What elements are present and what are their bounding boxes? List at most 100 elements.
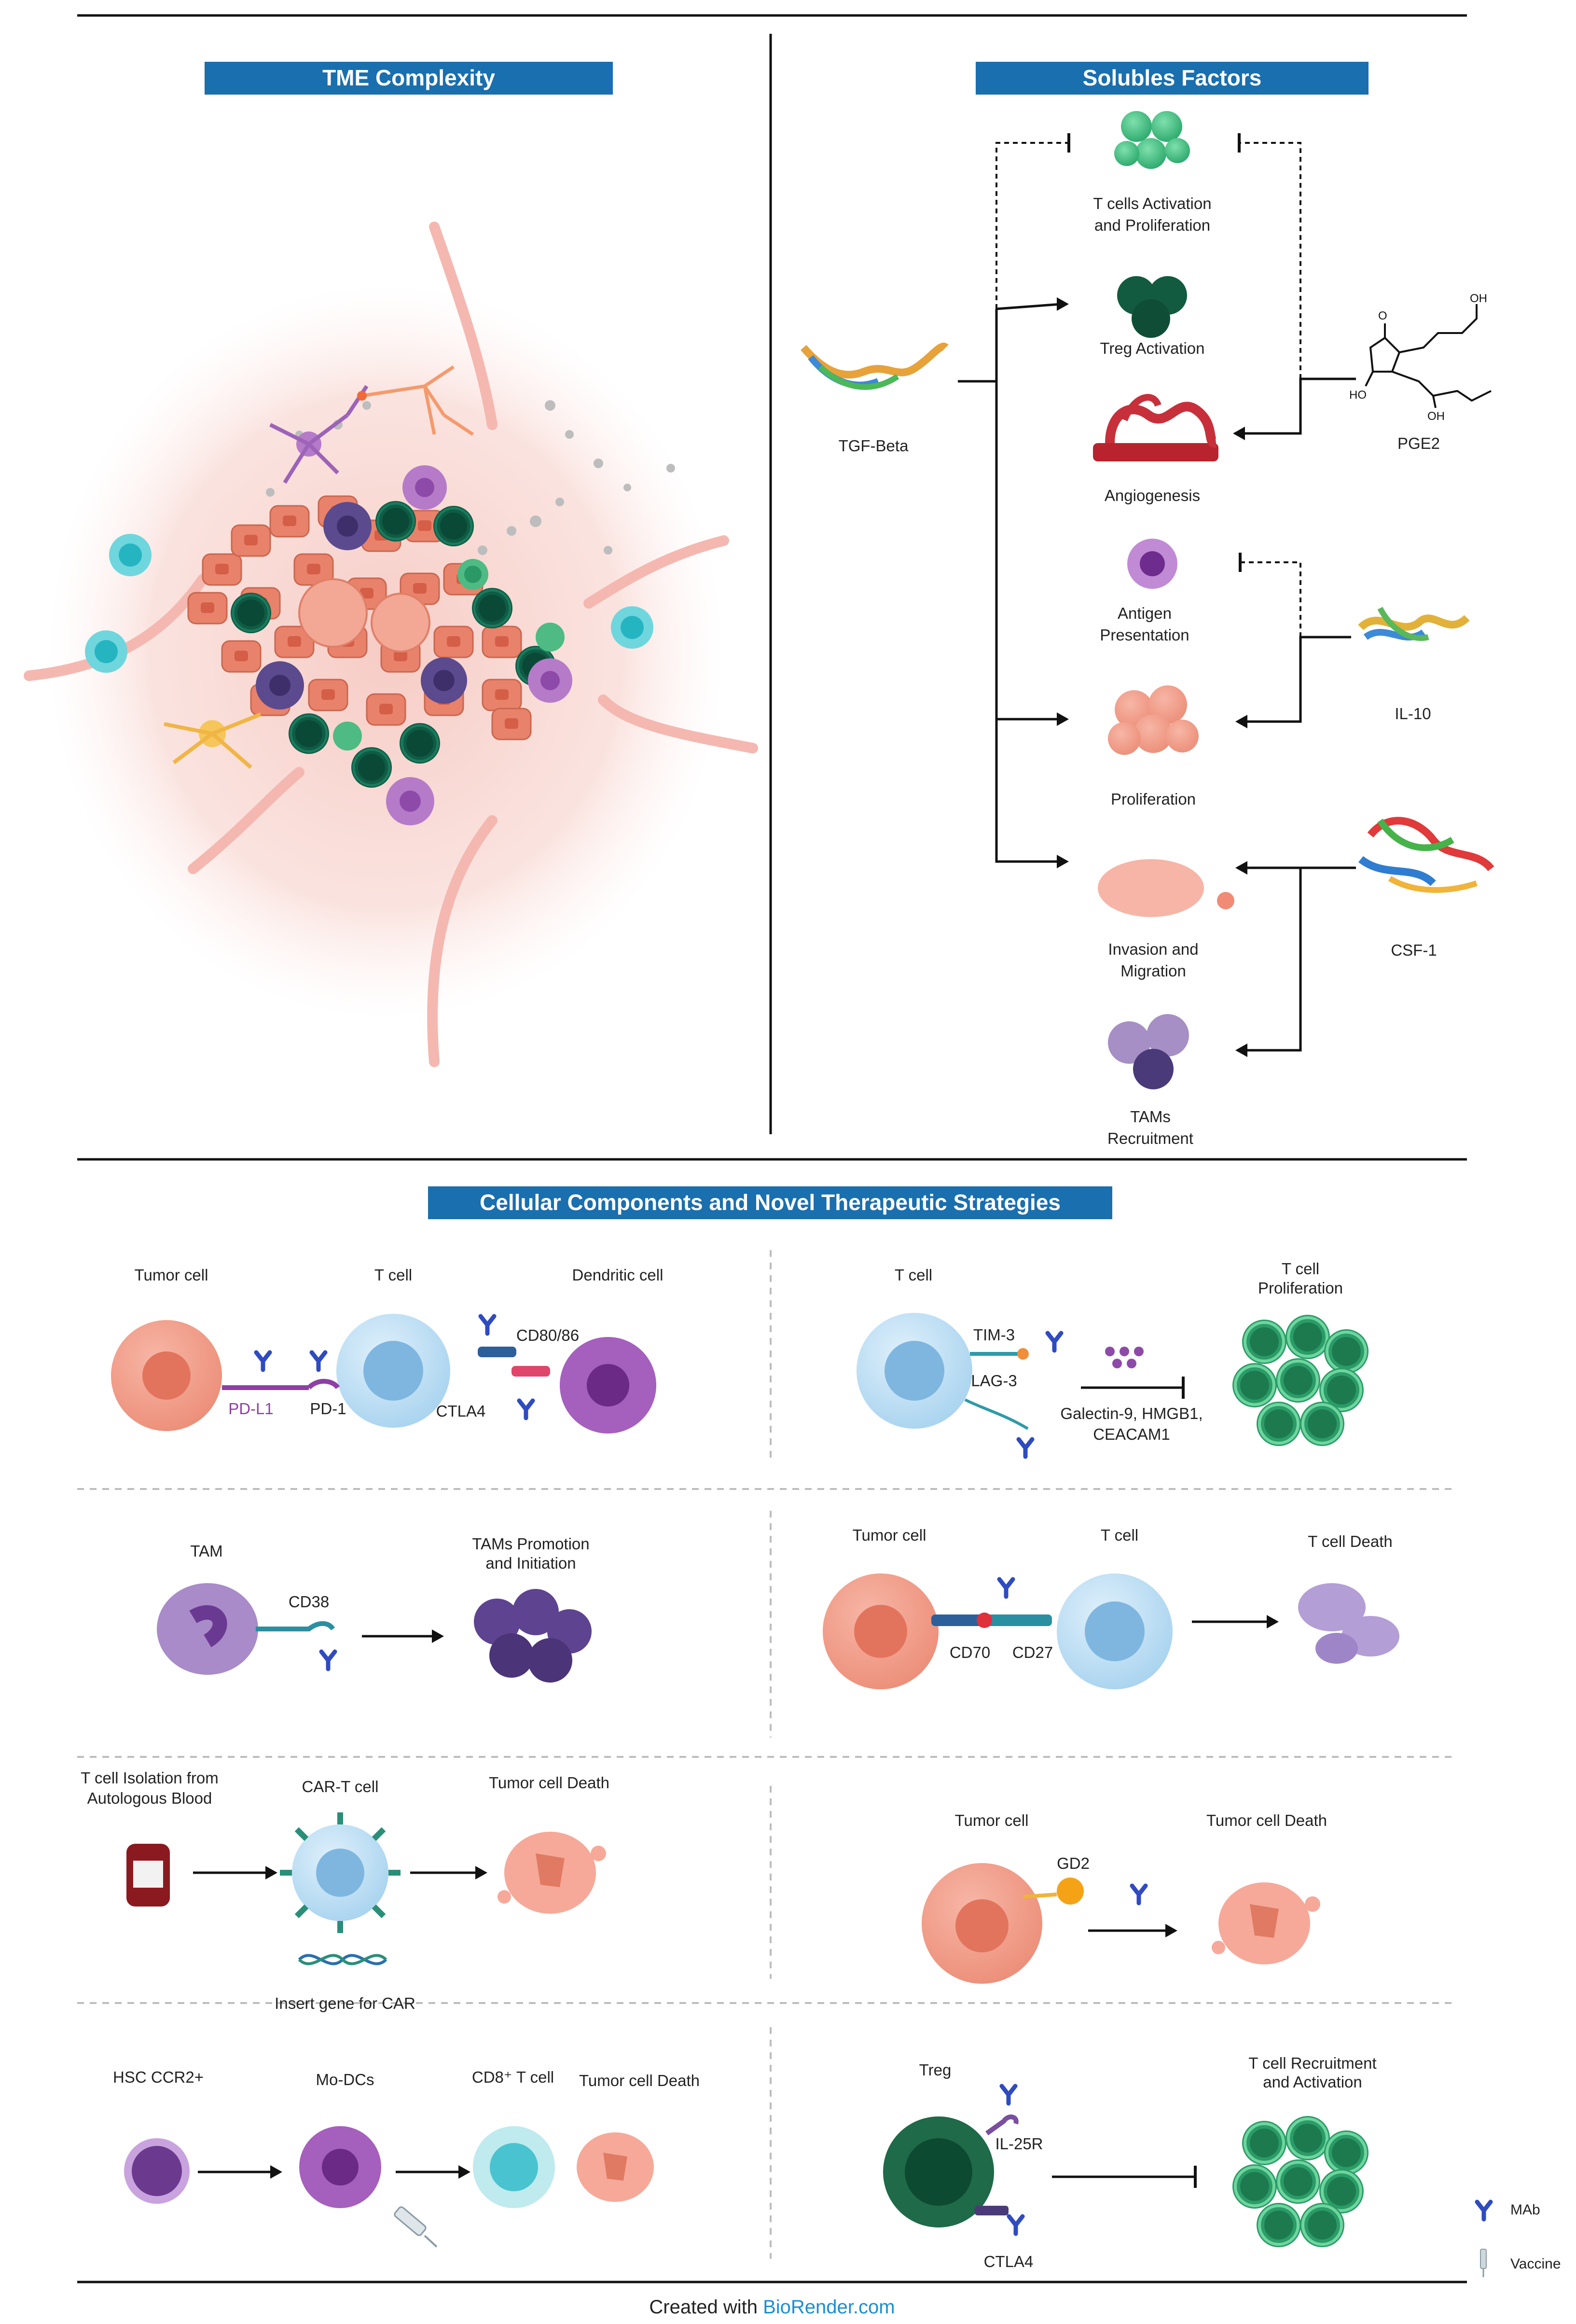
tumor-nucleus-3 bbox=[955, 1899, 1009, 1952]
neuron-orange bbox=[357, 365, 474, 436]
mo-dc-nucleus bbox=[322, 2149, 359, 2185]
mab-icon-11 bbox=[1009, 2216, 1023, 2234]
t-cell-nucleus-3 bbox=[1085, 1601, 1145, 1661]
label-ligands-2: CEACAM1 bbox=[1093, 1425, 1170, 1443]
label-treg: Treg bbox=[919, 2061, 952, 2079]
label-tumor-cell: Tumor cell bbox=[135, 1266, 208, 1284]
footer-prefix: Created with bbox=[649, 2296, 763, 2318]
tme-illustration bbox=[24, 222, 758, 1067]
label-tumor-cell-2: Tumor cell bbox=[853, 1526, 926, 1544]
tme-header-text: TME Complexity bbox=[322, 65, 495, 90]
pge2-arrow-angio bbox=[1245, 377, 1356, 435]
label-tcell-activation-2: and Proliferation bbox=[1094, 216, 1210, 234]
antigen-presentation-icon bbox=[1127, 539, 1177, 589]
legend: MAb Vaccine bbox=[1477, 2202, 1561, 2277]
label-antigen-1: Antigen bbox=[1118, 604, 1172, 622]
csf1-arrow-tams bbox=[1247, 866, 1356, 1052]
mab-icon-7 bbox=[321, 1652, 335, 1669]
ctla4-receptor bbox=[512, 1366, 550, 1377]
hsc-nucleus bbox=[132, 2146, 182, 2196]
label-isolation-2: Autologous Blood bbox=[87, 1789, 212, 1807]
label-tams-1: TAMs bbox=[1130, 1108, 1171, 1126]
label-promo-2: and Initiation bbox=[485, 1554, 576, 1572]
label-tumor-cell-3: Tumor cell bbox=[955, 1811, 1029, 1829]
tgf-inhibit-tcell bbox=[995, 142, 1069, 309]
recruited-tcells bbox=[1232, 2116, 1369, 2247]
panel-cd70-cd27: Tumor cell T cell T cell Death CD70 CD27 bbox=[823, 1526, 1399, 1689]
modc-arrowhead-2 bbox=[458, 2165, 470, 2179]
mab-icon-10 bbox=[1002, 2086, 1015, 2103]
legend-vaccine-icon bbox=[1480, 2249, 1487, 2277]
mab-icon-1 bbox=[256, 1352, 270, 1370]
cd70-cd27-contact bbox=[977, 1613, 992, 1628]
soluble-header: Solubles Factors bbox=[976, 62, 1369, 95]
mab-icon-5 bbox=[1048, 1333, 1061, 1350]
label-insert-gene: Insert gene for CAR bbox=[275, 1994, 415, 2012]
il10-inhibit-antigen bbox=[1241, 561, 1301, 637]
pge2-atom-o: O bbox=[1378, 309, 1387, 322]
legend-mab-icon bbox=[1477, 2202, 1491, 2219]
cd27-arrowhead bbox=[1267, 1615, 1279, 1628]
syringe-icon bbox=[394, 2206, 438, 2248]
label-tcell-activation-1: T cells Activation bbox=[1093, 195, 1211, 212]
label-tim3: TIM-3 bbox=[973, 1326, 1015, 1344]
t-cell-nucleus-2 bbox=[885, 1341, 944, 1401]
pge2-atom-ho: HO bbox=[1349, 389, 1367, 402]
label-csf1: CSF-1 bbox=[1391, 941, 1437, 959]
invasion-migration-icon bbox=[1098, 859, 1234, 917]
dna-helix-strand bbox=[298, 1954, 387, 1965]
label-recruit-2: and Activation bbox=[1263, 2073, 1362, 2091]
pge2-inhibit-tcell bbox=[1240, 142, 1301, 379]
proliferating-tcells bbox=[1232, 1315, 1369, 1446]
label-tumor-death: Tumor cell Death bbox=[489, 1774, 609, 1792]
mab-icon-4 bbox=[519, 1401, 533, 1418]
cellular-grid bbox=[77, 1250, 1452, 2259]
tumor-death-icon bbox=[498, 1832, 606, 1914]
label-pd-l1: PD-L1 bbox=[228, 1400, 274, 1418]
label-ctla4: CTLA4 bbox=[436, 1402, 486, 1420]
mab-icon-9 bbox=[1132, 1886, 1146, 1903]
pge2-atom-oh-2: OH bbox=[1427, 410, 1445, 423]
soluble-header-text: Solubles Factors bbox=[1083, 65, 1262, 90]
label-hsc: HSC CCR2+ bbox=[113, 2068, 204, 2086]
label-isolation-1: T cell Isolation from bbox=[81, 1769, 219, 1787]
treg-activation-icon bbox=[1117, 276, 1187, 338]
ctla4-receptor-2 bbox=[975, 2206, 1009, 2215]
cd8-nucleus bbox=[490, 2143, 538, 2191]
modc-arrowhead-1 bbox=[270, 2165, 282, 2179]
label-il10: IL-10 bbox=[1395, 705, 1431, 723]
tgf-arrow-treg bbox=[996, 303, 1062, 310]
cd70-receptor bbox=[931, 1614, 989, 1626]
label-dendritic-cell: Dendritic cell bbox=[572, 1266, 664, 1284]
label-cd27: CD27 bbox=[1012, 1643, 1053, 1661]
tam-arrowhead bbox=[432, 1629, 444, 1643]
label-tumor-death-2: Tumor cell Death bbox=[1206, 1811, 1327, 1829]
pd1-pdl1-bond bbox=[222, 1378, 340, 1390]
il25r-receptor bbox=[985, 2115, 1019, 2136]
cart-arrowhead-1 bbox=[265, 1866, 277, 1879]
label-promo-1: TAMs Promotion bbox=[472, 1535, 589, 1553]
panel-treg-il25r: Treg T cell Recruitment and Activation I… bbox=[883, 2054, 1377, 2270]
dendritic-nucleus bbox=[587, 1364, 629, 1406]
footer-brand-link[interactable]: BioRender.com bbox=[763, 2296, 895, 2318]
label-tam: TAM bbox=[190, 1542, 222, 1560]
tumor-nucleus bbox=[142, 1351, 191, 1400]
label-pd-1: PD-1 bbox=[310, 1400, 346, 1418]
label-recruit-1: T cell Recruitment bbox=[1248, 2054, 1376, 2072]
mab-icon-3 bbox=[481, 1316, 494, 1334]
il10-protein-icon bbox=[1358, 607, 1470, 641]
mab-icon-2 bbox=[312, 1352, 325, 1370]
gd2-antigen bbox=[1057, 1878, 1084, 1905]
gd2-stalk bbox=[1023, 1893, 1057, 1899]
label-t-cell-3: T cell bbox=[1101, 1526, 1138, 1544]
tumor-mass bbox=[187, 495, 532, 740]
neuron-yellow bbox=[164, 712, 262, 769]
tcell-activation-icon bbox=[1114, 111, 1190, 169]
tgf-beta-protein-icon bbox=[800, 343, 949, 390]
panel-tim3-lag3: T cell T cell Proliferation TIM-3 LAG-3 … bbox=[857, 1260, 1369, 1457]
tumor-death-icon-2 bbox=[1212, 1882, 1320, 1964]
label-il25r: IL-25R bbox=[995, 2135, 1043, 2153]
immune-cells bbox=[85, 465, 653, 825]
label-angiogenesis: Angiogenesis bbox=[1105, 487, 1200, 504]
